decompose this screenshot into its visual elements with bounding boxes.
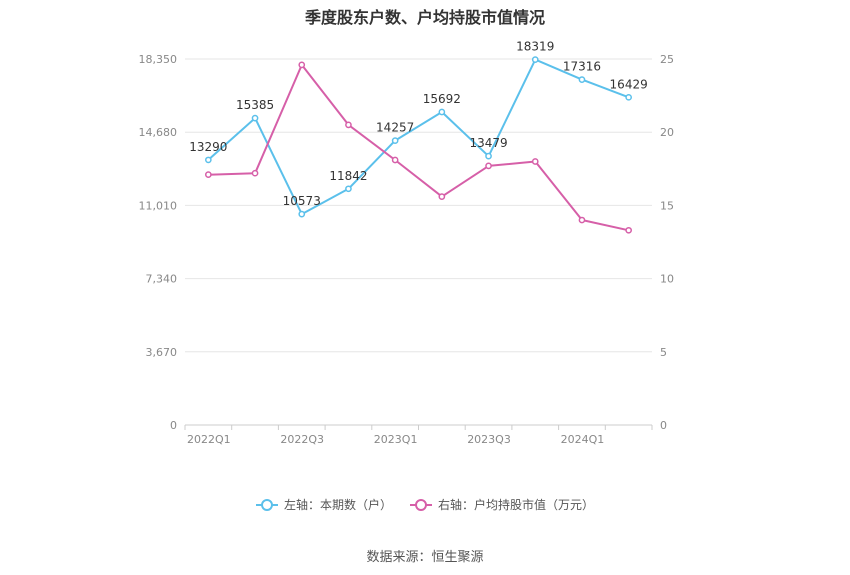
data-label: 13290 (189, 140, 227, 154)
series-line-right (208, 63, 629, 232)
data-source: 数据来源：恒生聚源 (366, 550, 484, 565)
y-left-tick-label: 14,680 (139, 126, 178, 139)
data-point-right (345, 121, 352, 129)
data-point-right (485, 162, 492, 170)
data-point-right (438, 193, 446, 200)
legend-marker-left (255, 498, 278, 512)
data-point-left (298, 210, 306, 218)
y-right-tick-label: 10 (660, 273, 674, 286)
chart-legend: 左轴：本期数（户） 右轴：户均持股市值（万元） (0, 496, 850, 513)
data-label: 15692 (423, 92, 461, 106)
y-left-tick-label: 0 (170, 419, 177, 432)
data-point-right (298, 61, 306, 69)
data-label: 15385 (236, 98, 274, 112)
chart-title: 季度股东户数、户均持股市值情况 (304, 8, 545, 27)
data-point-right (578, 216, 586, 224)
data-point-left (438, 108, 446, 116)
data-label: 13479 (469, 136, 507, 150)
legend-marker-right (410, 498, 432, 512)
data-point-right (391, 156, 399, 164)
legend-item-right-series[interactable]: 右轴：户均持股市值（万元） (410, 496, 594, 513)
data-label: 11842 (329, 169, 367, 183)
y-right-tick-label: 0 (660, 419, 667, 432)
data-label: 18319 (516, 40, 554, 54)
data-point-left (531, 56, 539, 63)
y-right-tick-label: 5 (660, 346, 667, 359)
x-tick-label: 2023Q1 (374, 433, 418, 446)
data-point-left (345, 185, 352, 193)
data-point-left (625, 93, 633, 101)
x-tick-label: 2022Q3 (280, 433, 324, 446)
data-label: 17316 (563, 60, 601, 74)
data-point-left (205, 156, 212, 164)
data-label: 16429 (610, 77, 648, 91)
data-point-right (531, 158, 539, 165)
y-left-tick-label: 7,340 (146, 273, 178, 286)
y-right-tick-label: 20 (660, 126, 674, 139)
legend-item-left-series[interactable]: 左轴：本期数（户） (255, 496, 392, 513)
y-left-tick-label: 3,670 (146, 346, 178, 359)
data-point-left (251, 114, 259, 122)
data-label: 14257 (376, 121, 414, 135)
data-point-left (578, 76, 586, 83)
data-point-right (251, 169, 259, 177)
y-left-tick-label: 18,350 (139, 53, 178, 66)
x-tick-label: 2024Q1 (561, 433, 605, 446)
y-right-tick-label: 15 (660, 199, 674, 212)
x-tick-label: 2023Q3 (467, 433, 511, 446)
legend-label-left: 左轴：本期数（户） (283, 498, 392, 512)
data-point-left (391, 137, 399, 144)
legend-label-right: 右轴：户均持股市值（万元） (438, 498, 595, 512)
y-right-tick-label: 25 (660, 53, 674, 66)
data-label: 10573 (283, 194, 321, 208)
data-point-left (485, 152, 492, 160)
data-point-right (205, 171, 212, 179)
data-point-right (625, 226, 633, 234)
series-line-left (207, 58, 630, 216)
y-left-tick-label: 11,010 (139, 199, 178, 212)
x-tick-label: 2022Q1 (187, 433, 231, 446)
